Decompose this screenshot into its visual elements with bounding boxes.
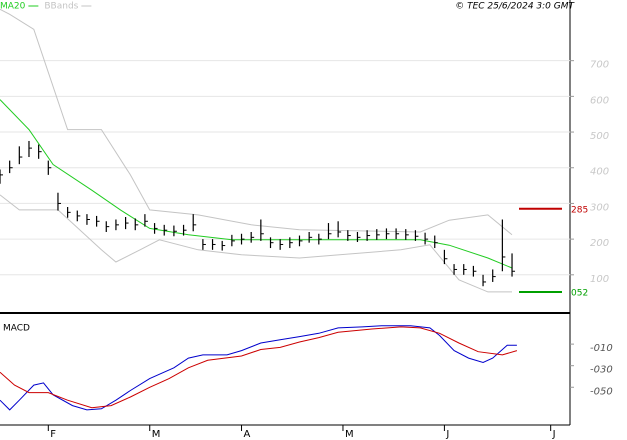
y-tick-label: 500 [590,131,609,142]
y-tick-label: -030 [590,365,613,376]
y-tick-label: 600 [590,95,609,106]
y-tick-label: 200 [590,238,609,249]
x-tick-label: M [345,429,354,440]
source: © TEC 25/6/2024 3:0 GMT [455,2,575,12]
ma-line [0,99,513,269]
x-tick-label: J [445,429,449,440]
y-tick-label: 400 [590,167,609,178]
y-tick-label: 100 [590,274,609,285]
x-tick-label: M [152,429,161,440]
y-tick-label: 700 [590,60,609,71]
x-tick-label: A [244,429,251,440]
y-tick-label: 300 [590,202,609,213]
price-marker-label: 052 [571,288,588,298]
y-tick-label: -050 [590,386,613,397]
price-marker-label: 285 [571,205,588,215]
macd-title: MACD [3,324,30,334]
macd-line [0,326,518,409]
x-tick-label: F [50,429,56,440]
macd-line [0,325,517,411]
band-lower [0,194,512,293]
y-tick-label: -010 [590,343,613,354]
legend-label: MA20 [0,2,26,12]
band-upper [0,8,513,236]
x-tick-label: J [552,429,556,440]
legend-label: BBands [44,2,78,12]
